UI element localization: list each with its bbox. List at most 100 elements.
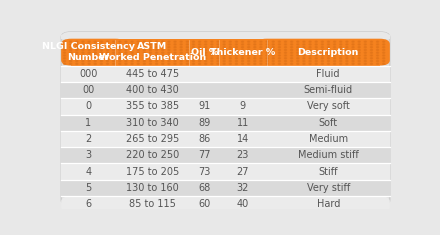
Bar	[61, 131, 390, 147]
Circle shape	[352, 58, 354, 59]
Circle shape	[383, 41, 385, 42]
Circle shape	[364, 47, 367, 48]
Circle shape	[94, 52, 96, 53]
FancyBboxPatch shape	[61, 196, 125, 212]
Circle shape	[377, 41, 378, 42]
Circle shape	[143, 44, 145, 45]
Circle shape	[168, 52, 170, 53]
Text: 68: 68	[198, 183, 210, 193]
Circle shape	[352, 47, 354, 48]
Circle shape	[279, 60, 280, 62]
Circle shape	[303, 55, 305, 56]
Circle shape	[70, 63, 72, 64]
Circle shape	[143, 47, 145, 48]
Circle shape	[358, 47, 360, 48]
Circle shape	[192, 49, 194, 51]
Circle shape	[315, 49, 317, 51]
Circle shape	[383, 58, 385, 59]
FancyBboxPatch shape	[61, 32, 390, 39]
Circle shape	[186, 52, 188, 53]
Circle shape	[119, 55, 121, 56]
Circle shape	[352, 41, 354, 42]
Circle shape	[192, 52, 194, 53]
Circle shape	[119, 60, 121, 62]
Circle shape	[198, 41, 201, 42]
Circle shape	[229, 47, 231, 48]
Circle shape	[364, 55, 367, 56]
Text: 40: 40	[237, 199, 249, 209]
Text: 3: 3	[85, 150, 92, 160]
Circle shape	[279, 49, 280, 51]
Circle shape	[291, 47, 293, 48]
Circle shape	[340, 63, 342, 64]
Circle shape	[162, 44, 164, 45]
Circle shape	[143, 41, 145, 42]
Circle shape	[297, 49, 299, 51]
Circle shape	[321, 47, 323, 48]
Circle shape	[377, 52, 378, 53]
Circle shape	[106, 44, 109, 45]
Circle shape	[76, 44, 78, 45]
Circle shape	[248, 41, 250, 42]
Circle shape	[315, 52, 317, 53]
Circle shape	[180, 41, 182, 42]
Circle shape	[279, 47, 280, 48]
Circle shape	[229, 41, 231, 42]
Circle shape	[205, 47, 207, 48]
Circle shape	[377, 47, 378, 48]
Circle shape	[303, 44, 305, 45]
Text: 60: 60	[198, 199, 210, 209]
Circle shape	[266, 47, 268, 48]
Circle shape	[235, 52, 238, 53]
Circle shape	[297, 60, 299, 62]
Circle shape	[211, 49, 213, 51]
Circle shape	[174, 60, 176, 62]
Circle shape	[88, 47, 90, 48]
Circle shape	[229, 63, 231, 64]
Circle shape	[70, 52, 72, 53]
Circle shape	[168, 47, 170, 48]
Circle shape	[100, 47, 103, 48]
Text: 77: 77	[198, 150, 210, 160]
Circle shape	[76, 60, 78, 62]
Circle shape	[156, 58, 158, 59]
Circle shape	[180, 60, 182, 62]
Circle shape	[162, 60, 164, 62]
Circle shape	[364, 41, 367, 42]
Circle shape	[272, 60, 274, 62]
Circle shape	[383, 52, 385, 53]
Circle shape	[150, 47, 151, 48]
Text: 5: 5	[85, 183, 92, 193]
Circle shape	[63, 60, 66, 62]
Circle shape	[125, 52, 127, 53]
Circle shape	[223, 58, 225, 59]
Circle shape	[321, 58, 323, 59]
Circle shape	[254, 55, 256, 56]
Circle shape	[309, 52, 311, 53]
Circle shape	[88, 52, 90, 53]
Circle shape	[309, 41, 311, 42]
Circle shape	[70, 60, 72, 62]
Circle shape	[76, 49, 78, 51]
Circle shape	[63, 49, 66, 51]
Circle shape	[162, 58, 164, 59]
Circle shape	[291, 44, 293, 45]
Circle shape	[217, 52, 219, 53]
Circle shape	[94, 49, 96, 51]
Bar	[61, 82, 390, 98]
Circle shape	[100, 63, 103, 64]
Circle shape	[198, 55, 201, 56]
Circle shape	[131, 44, 133, 45]
Text: 85 to 115: 85 to 115	[129, 199, 176, 209]
Circle shape	[340, 58, 342, 59]
Circle shape	[229, 60, 231, 62]
Circle shape	[131, 60, 133, 62]
Circle shape	[76, 55, 78, 56]
Circle shape	[70, 55, 72, 56]
Circle shape	[217, 55, 219, 56]
Circle shape	[266, 44, 268, 45]
Circle shape	[211, 58, 213, 59]
Circle shape	[254, 60, 256, 62]
Circle shape	[327, 60, 330, 62]
Circle shape	[346, 58, 348, 59]
